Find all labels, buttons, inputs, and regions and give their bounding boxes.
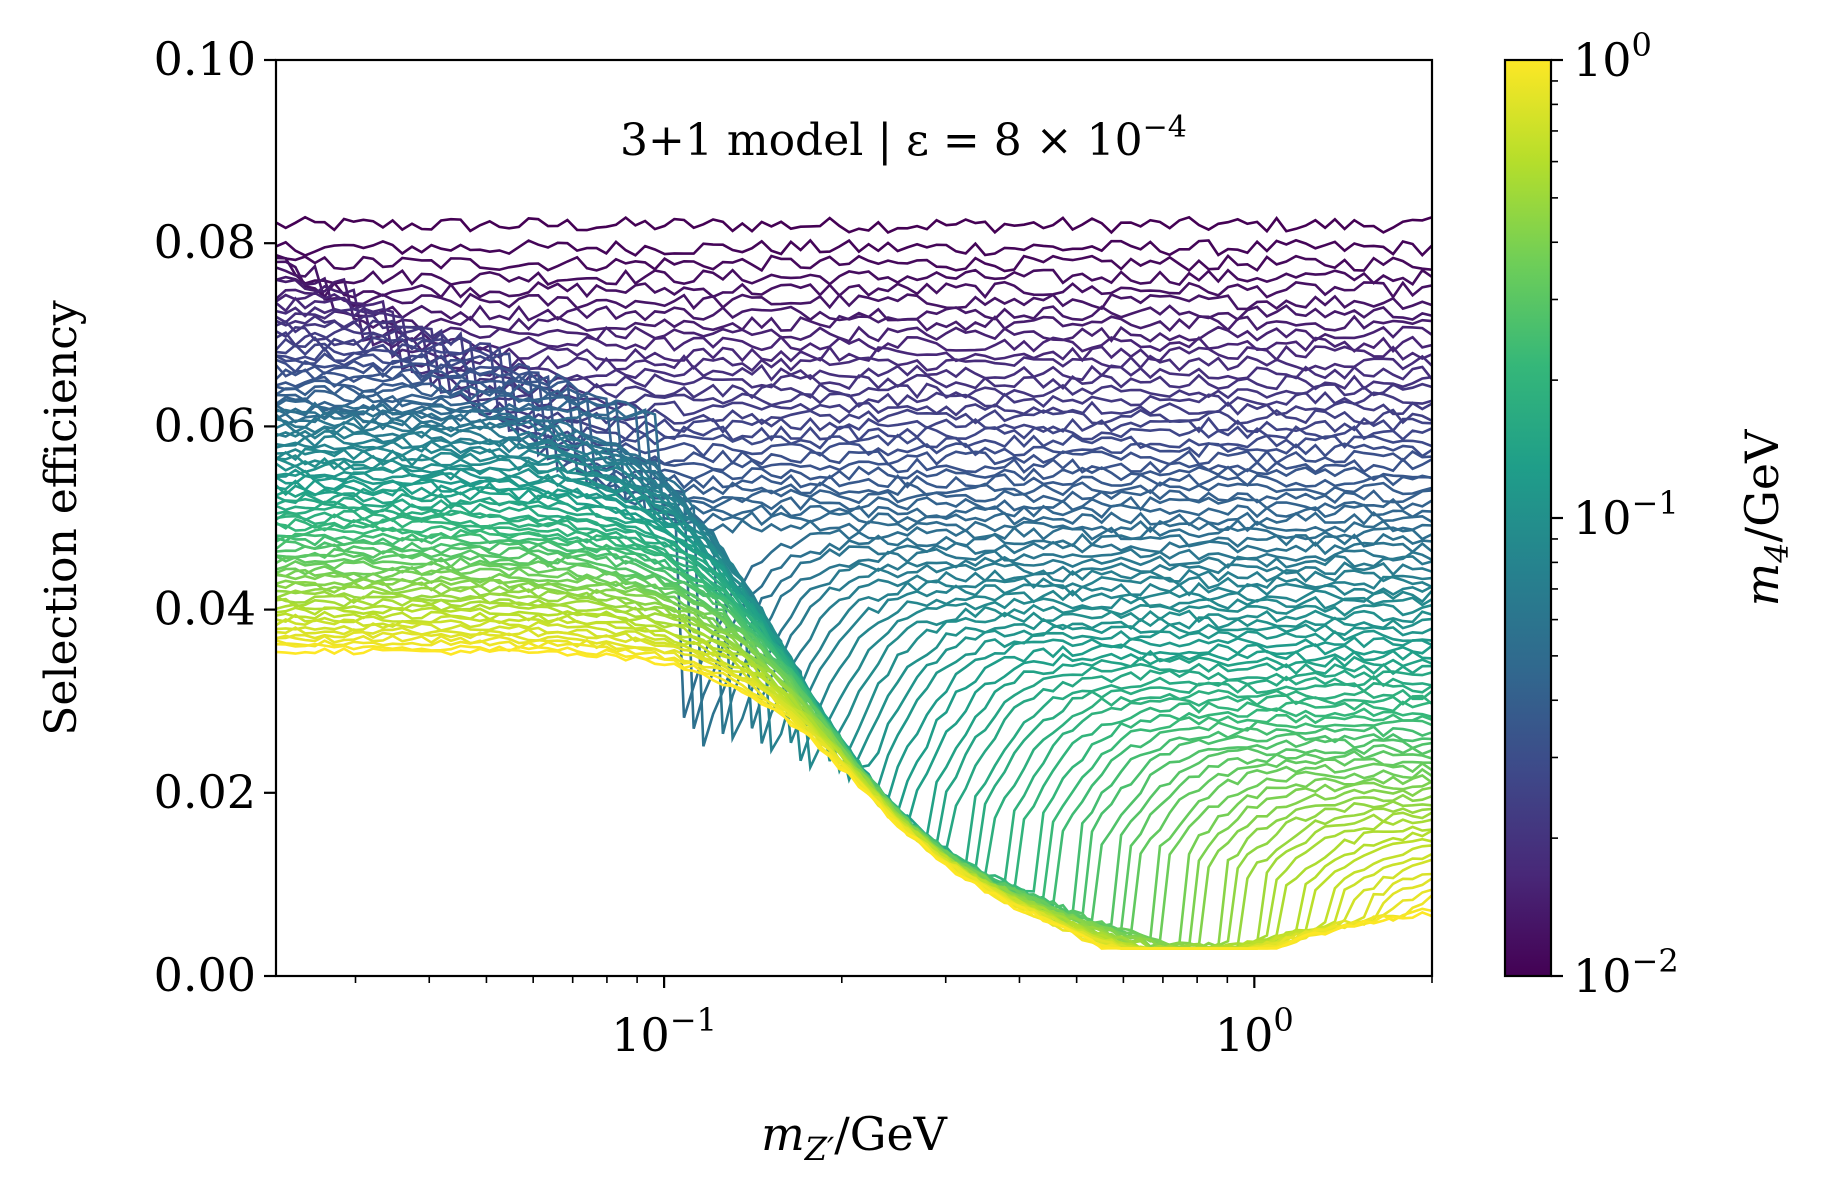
- efficiency-curve: [276, 367, 1432, 474]
- y-tick-label: 0.04: [154, 582, 256, 636]
- efficiency-curve: [276, 552, 1432, 933]
- efficiency-curve: [276, 263, 1432, 311]
- x-axis-label: mZ′/GeV: [761, 1107, 948, 1168]
- efficiency-curve: [276, 565, 1432, 943]
- efficiency-curve: [276, 238, 1432, 258]
- efficiency-curve: [276, 416, 1432, 735]
- y-axis-label: Selection efficiency: [36, 300, 87, 736]
- colorbar-axis: 10−2 10−1 100: [1551, 26, 1679, 1003]
- y-axis: 0.00 0.02 0.04 0.06 0.08 0.10: [154, 32, 276, 1002]
- efficiency-curve: [276, 215, 1432, 235]
- colorbar-tick-label: 10−2: [1573, 942, 1679, 1003]
- efficiency-curve: [276, 439, 1432, 744]
- colorbar-tick-label: 10−1: [1573, 484, 1679, 545]
- x-tick-label: 10−1: [611, 1001, 717, 1062]
- efficiency-curve: [276, 388, 1432, 505]
- y-tick-label: 0.08: [154, 215, 256, 269]
- colorbar-label: m4/GeV: [1735, 429, 1796, 606]
- efficiency-curve: [276, 453, 1432, 762]
- efficiency-curve: [276, 421, 1432, 744]
- efficiency-curve: [276, 277, 1432, 333]
- efficiency-curve: [276, 424, 1432, 729]
- efficiency-curve: [276, 457, 1432, 775]
- efficiency-curve: [276, 306, 1432, 373]
- efficiency-curve: [276, 260, 1432, 300]
- x-tick-label: 100: [1215, 1001, 1294, 1062]
- y-tick-label: 0.10: [154, 32, 256, 86]
- model-annotation: 3+1 model | ε = 8 × 10−4: [620, 110, 1187, 166]
- efficiency-curves: [276, 215, 1432, 950]
- colorbar-tick-label: 100: [1573, 26, 1652, 87]
- efficiency-curve: [276, 256, 1432, 287]
- y-tick-label: 0.02: [154, 765, 256, 819]
- efficiency-curve: [276, 330, 1432, 417]
- efficiency-curve: [276, 346, 1432, 443]
- efficiency-curve: [276, 401, 1432, 719]
- efficiency-curve: [276, 362, 1432, 466]
- efficiency-curve: [276, 434, 1432, 755]
- efficiency-curve: [276, 284, 1432, 343]
- efficiency-curve: [276, 379, 1432, 490]
- efficiency-curve: [276, 253, 1432, 273]
- efficiency-curve: [276, 403, 1432, 527]
- efficiency-curve: [276, 447, 1432, 773]
- efficiency-curve: [276, 408, 1432, 730]
- efficiency-curve: [276, 647, 1432, 950]
- efficiency-curve: [276, 429, 1432, 744]
- efficiency-curve: [276, 352, 1432, 451]
- y-tick-label: 0.06: [154, 398, 256, 452]
- efficiency-curve: [276, 639, 1432, 950]
- y-tick-label: 0.00: [154, 948, 256, 1002]
- colorbar: [1505, 60, 1551, 976]
- plot-frame: [274, 58, 1434, 978]
- efficiency-curve: [276, 383, 1432, 497]
- efficiency-curve: [276, 630, 1432, 950]
- efficiency-curve: [276, 325, 1432, 409]
- x-axis: 10−1 100: [354, 976, 1433, 1062]
- efficiency-curve: [276, 443, 1432, 762]
